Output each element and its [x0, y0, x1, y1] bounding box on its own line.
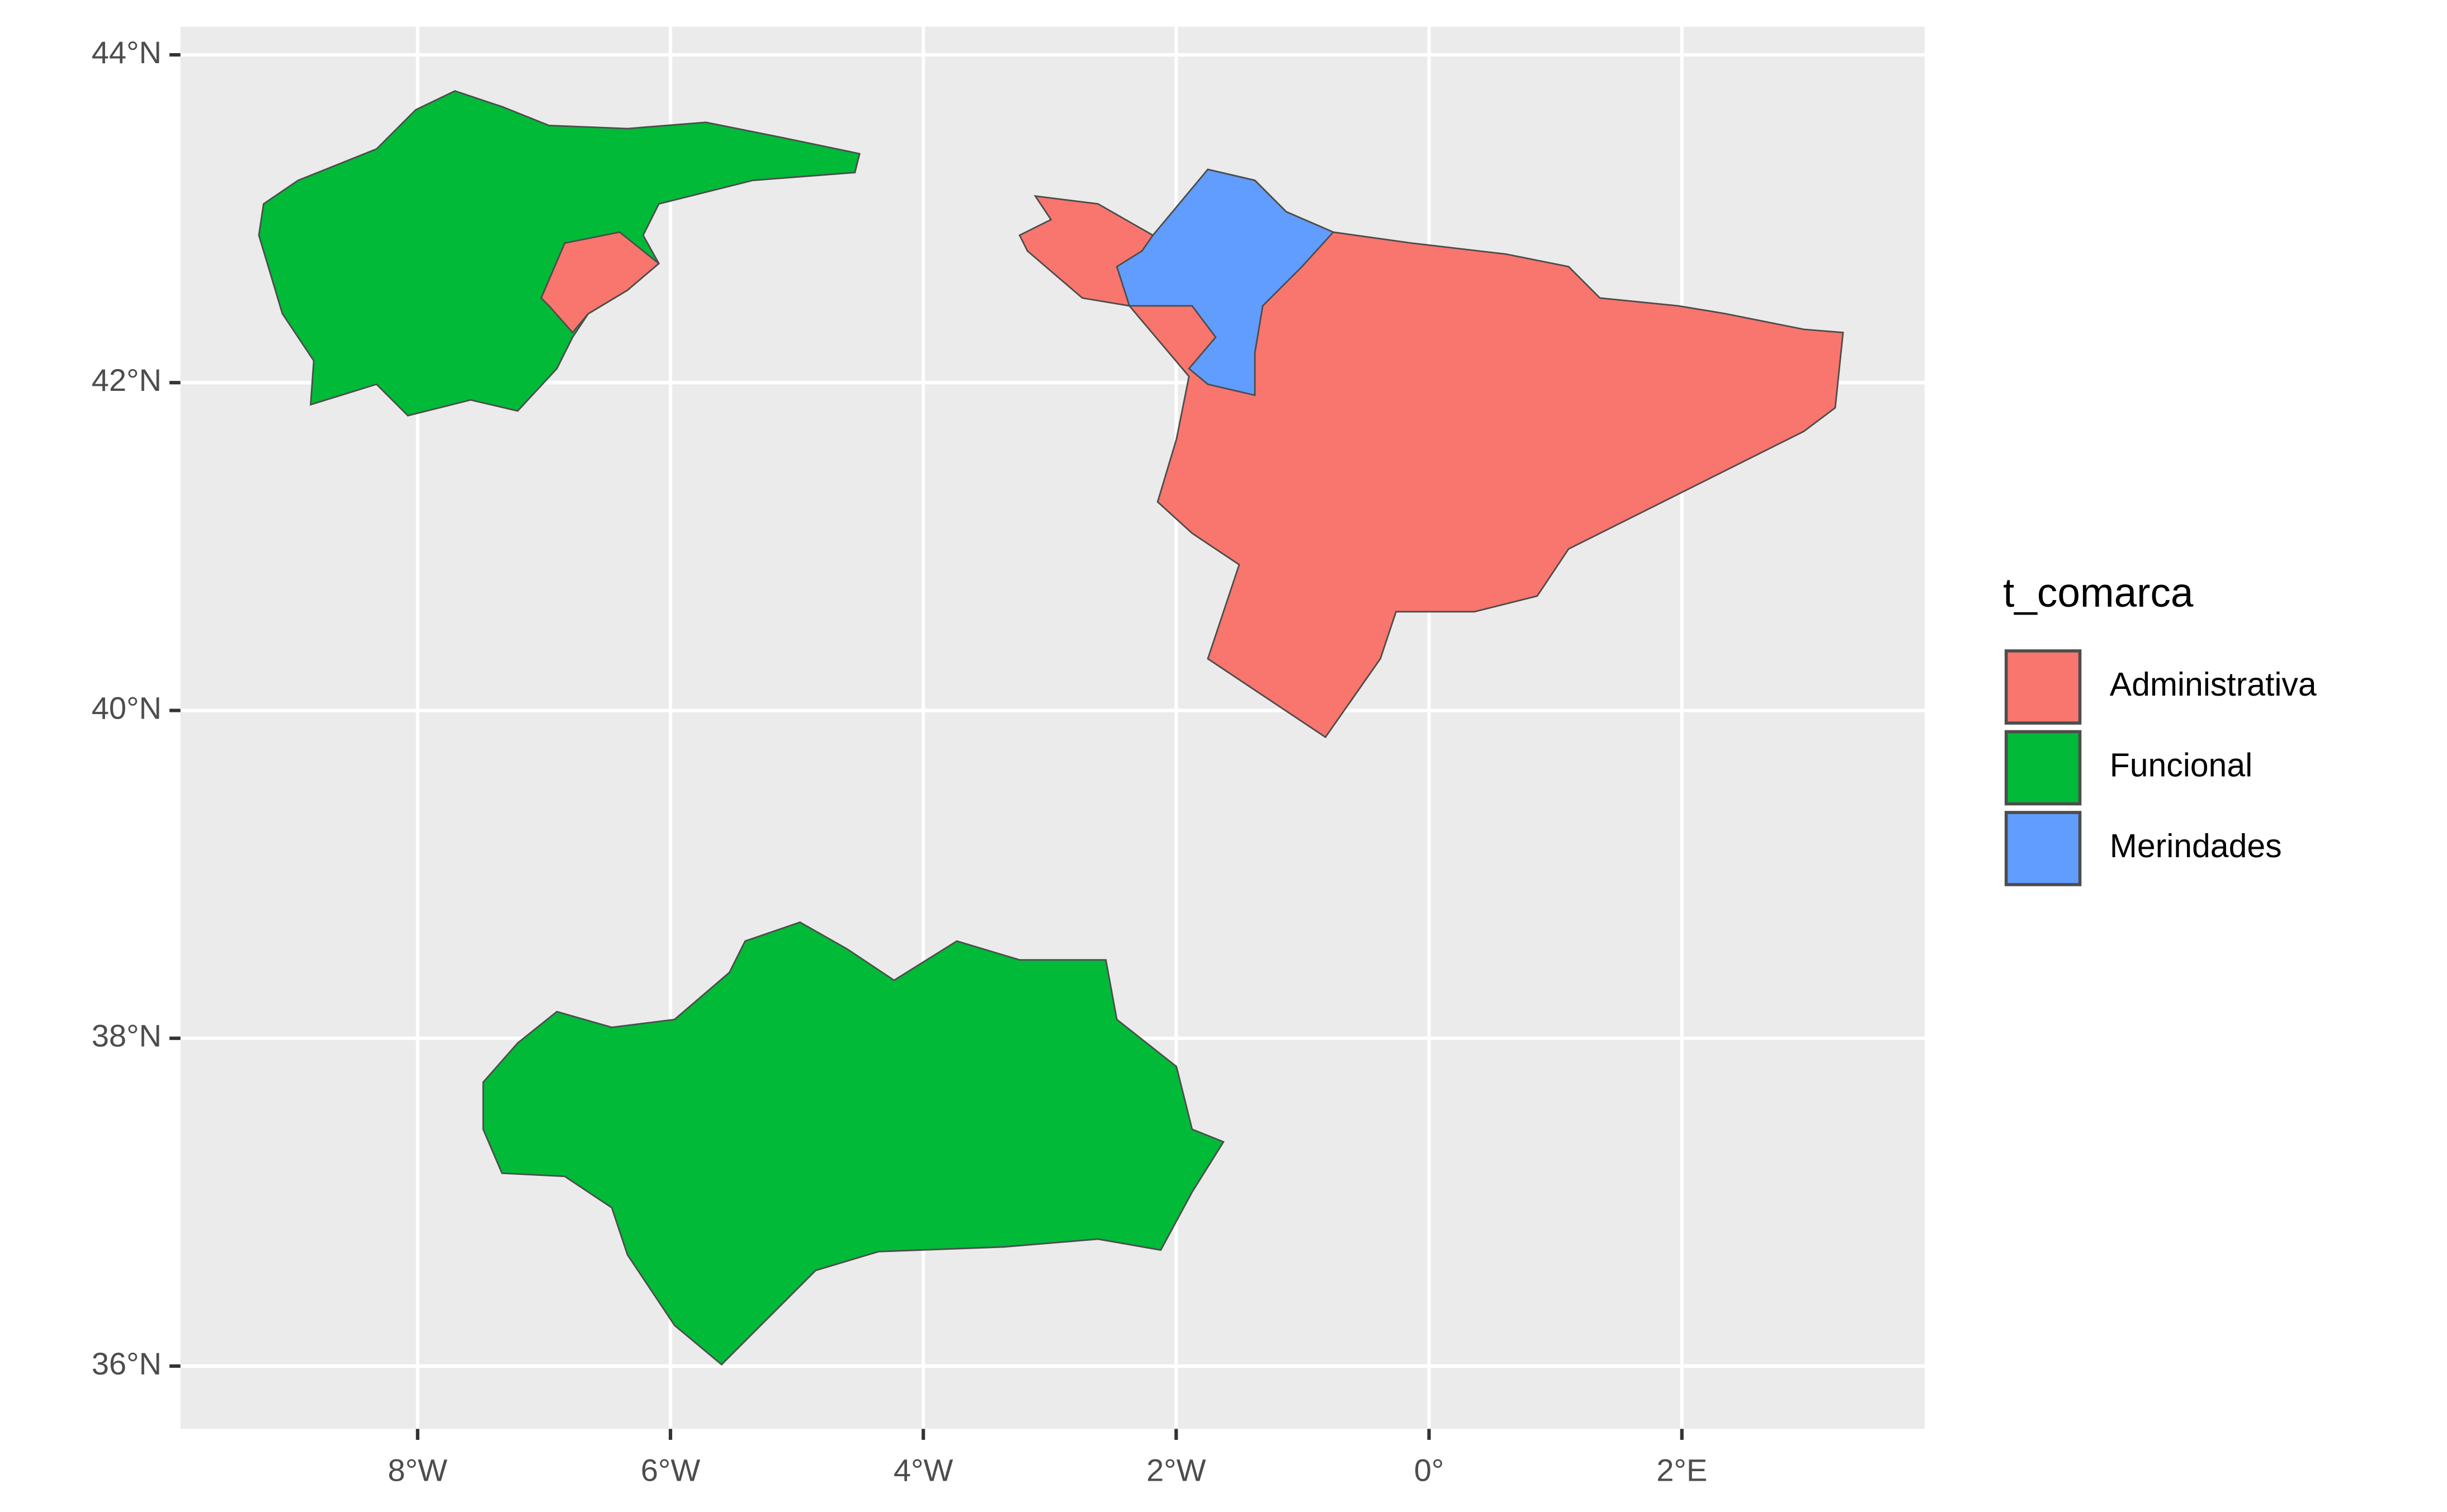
y-tick-label: 44°N	[92, 35, 162, 70]
legend-title: t_comarca	[2003, 570, 2194, 616]
legend-label: Administrativa	[2110, 667, 2317, 703]
x-tick-label: 6°W	[641, 1453, 701, 1488]
x-tick-label: 0°	[1414, 1453, 1444, 1488]
y-tick-label: 38°N	[92, 1018, 162, 1053]
regions	[258, 90, 1844, 1366]
legend-label: Merindades	[2110, 828, 2282, 864]
axes: 8°W 6°W 4°W 2°W 0° 2°E 36°N 38°N 40°N 42°N 44°N	[92, 35, 1708, 1488]
legend-key	[2004, 811, 2082, 886]
legend-key	[2004, 730, 2082, 806]
legend-key	[2004, 649, 2082, 725]
y-tick-label: 36°N	[92, 1346, 162, 1381]
region-navarra	[1116, 168, 1335, 396]
region-galicia-asturias	[258, 90, 861, 417]
x-tick-label: 8°W	[388, 1453, 448, 1488]
legend-label: Funcional	[2110, 748, 2252, 784]
region-andalucia	[482, 921, 1225, 1366]
x-tick-label: 2°W	[1146, 1453, 1206, 1488]
x-tick-label: 2°E	[1656, 1453, 1707, 1488]
x-tick-label: 4°W	[894, 1453, 953, 1488]
region-el-bierzo	[540, 231, 660, 334]
y-tick-label: 42°N	[92, 362, 162, 398]
legend: t_comarca Administrativa Funcional Merinda…	[2003, 570, 2317, 886]
y-tick-label: 40°N	[92, 690, 162, 725]
